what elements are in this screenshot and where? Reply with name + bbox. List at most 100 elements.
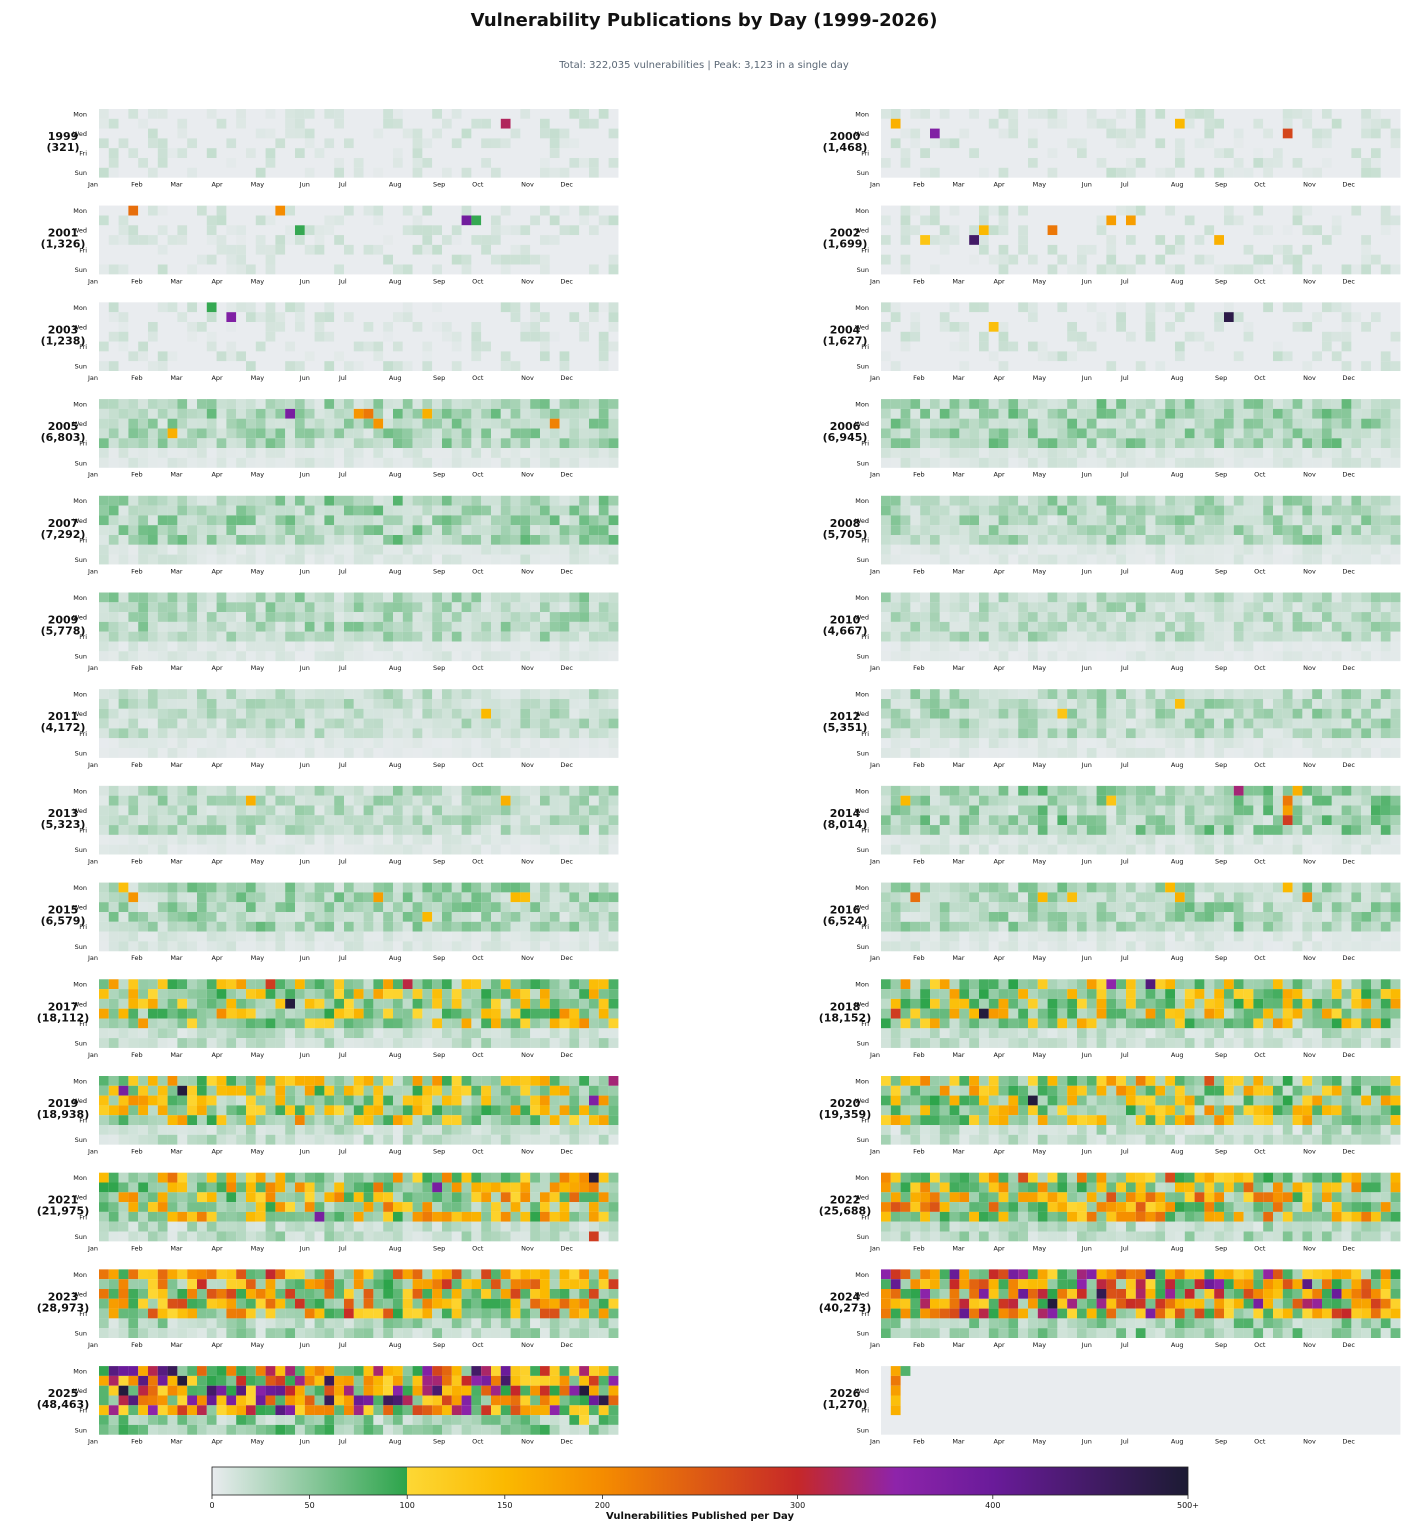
day-cell <box>226 438 237 449</box>
day-cell <box>598 331 609 342</box>
day-cell <box>939 544 950 555</box>
day-cell <box>236 728 246 739</box>
day-cell <box>589 148 599 158</box>
day-cell <box>949 341 960 352</box>
day-cell <box>157 235 168 245</box>
day-cell <box>1126 602 1136 613</box>
day-cell <box>451 109 462 119</box>
day-cell <box>500 621 511 632</box>
day-cell <box>177 728 188 739</box>
day-cell <box>1380 138 1391 149</box>
day-cell <box>491 708 501 719</box>
day-cell <box>402 158 413 168</box>
day-cell <box>481 738 491 748</box>
day-cell <box>216 109 227 119</box>
day-cell <box>1145 225 1156 236</box>
day-cell <box>969 651 979 662</box>
day-cell <box>1282 515 1293 526</box>
day-cell <box>344 244 354 255</box>
day-cell <box>910 418 921 429</box>
day-cell <box>1184 128 1195 139</box>
day-cell <box>1155 167 1166 178</box>
day-cell <box>363 728 374 739</box>
day-cell <box>969 457 979 468</box>
day-cell <box>1028 118 1038 129</box>
month-label: Jul <box>1120 374 1129 382</box>
day-cell <box>373 728 384 739</box>
day-cell <box>334 525 344 535</box>
day-cell <box>1145 302 1156 313</box>
day-cell <box>1018 312 1028 322</box>
day-cell <box>959 418 970 429</box>
day-cell <box>1135 118 1146 129</box>
day-cell <box>1047 158 1058 168</box>
day-cell <box>549 302 560 313</box>
day-cell <box>549 641 560 652</box>
day-cell <box>383 399 393 409</box>
day-cell <box>157 535 168 545</box>
day-cell <box>1243 525 1254 535</box>
day-cell <box>1047 525 1058 535</box>
day-cell <box>128 495 139 506</box>
day-cell <box>579 341 589 352</box>
day-cell <box>1263 361 1273 371</box>
day-cell <box>246 399 256 409</box>
day-cell <box>979 138 989 149</box>
day-cell <box>500 631 511 642</box>
day-cell <box>579 554 589 565</box>
day-cell <box>1331 351 1342 362</box>
day-cell <box>442 331 452 342</box>
day-cell <box>549 505 560 516</box>
day-cell <box>1322 167 1332 178</box>
day-cell <box>1106 631 1117 642</box>
day-cell <box>1351 302 1362 313</box>
day-cell <box>540 592 550 603</box>
day-cell <box>1331 244 1342 255</box>
day-cell <box>177 322 188 332</box>
day-cell <box>1390 205 1401 216</box>
day-cell <box>1341 361 1352 371</box>
day-cell <box>1145 158 1156 168</box>
day-cell <box>1361 109 1371 119</box>
day-cell <box>314 699 325 709</box>
day-cell <box>422 457 433 468</box>
day-cell <box>157 738 168 748</box>
month-label: Nov <box>1303 374 1316 382</box>
day-cell <box>910 148 921 158</box>
day-cell <box>1263 621 1273 632</box>
day-cell <box>285 351 295 362</box>
day-cell <box>1106 215 1117 226</box>
day-cell <box>1086 167 1097 178</box>
day-cell <box>1116 361 1126 371</box>
day-cell <box>1116 651 1126 662</box>
day-cell <box>1390 244 1401 255</box>
day-cell <box>900 302 911 313</box>
day-cell <box>442 418 452 429</box>
day-cell <box>422 341 433 352</box>
day-cell <box>1371 351 1381 362</box>
day-cell <box>255 612 266 622</box>
day-cell <box>324 399 335 409</box>
day-cell <box>1204 351 1215 362</box>
day-cell <box>412 525 423 535</box>
day-cell <box>226 244 237 255</box>
day-cell <box>959 302 970 313</box>
day-cell <box>373 708 384 719</box>
day-cell <box>177 631 188 642</box>
day-cell <box>959 408 970 419</box>
day-cell <box>1116 341 1126 352</box>
day-cell <box>549 331 560 342</box>
day-cell <box>1096 205 1107 216</box>
day-cell <box>540 641 550 652</box>
day-cell <box>1292 592 1303 603</box>
day-cell <box>1263 351 1273 362</box>
day-cell <box>1390 341 1401 352</box>
month-label: May <box>251 664 265 672</box>
day-cell <box>187 689 197 699</box>
day-cell <box>1302 167 1313 178</box>
day-cell <box>1243 148 1254 158</box>
day-cell <box>530 351 540 362</box>
day-cell <box>949 544 960 555</box>
day-cell <box>1057 418 1068 429</box>
day-cell <box>206 535 217 545</box>
